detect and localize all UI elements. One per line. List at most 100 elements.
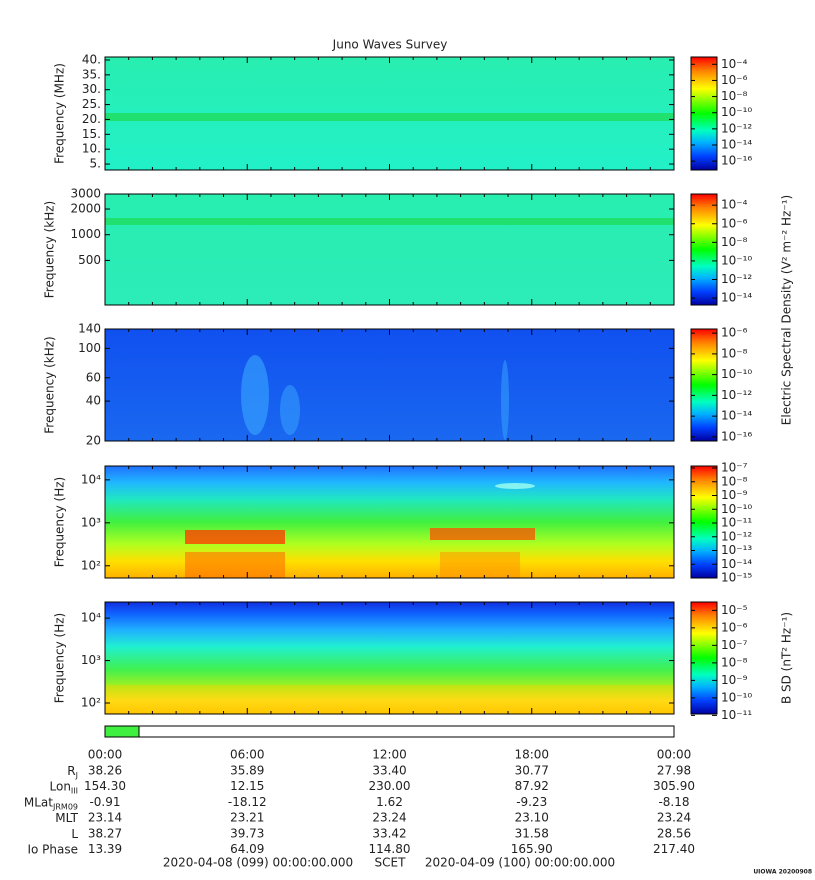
y-axis-label: Frequency (MHz) (53, 63, 67, 164)
colorbar-label: Electric Spectral Density (V² m⁻² Hz⁻¹) (780, 195, 794, 425)
y-tick-label: 140 (78, 322, 101, 336)
colorbar-tick-label: 10⁻⁸ (721, 346, 748, 360)
ephemeris-label-sub: III (71, 786, 78, 795)
ephemeris-label-main: R (67, 764, 75, 778)
y-tick-label: 10⁴ (81, 472, 101, 486)
ephemeris-label: MLT (55, 811, 78, 825)
colorbar-tick-label: 10⁻⁷ (721, 638, 748, 652)
colorbar-tick-label: 10⁻¹² (721, 529, 752, 543)
colorbar-tick-label: 10⁻⁸ (721, 89, 748, 103)
ephemeris-value: 87.92 (515, 779, 549, 793)
spectrogram (105, 329, 674, 441)
ephemeris-value: -8.18 (658, 795, 689, 809)
x-tick-label: 00:00 (657, 748, 692, 762)
colorbar (690, 465, 718, 579)
y-tick-label: 25. (82, 97, 101, 111)
ephemeris-value: 30.77 (515, 764, 549, 778)
credit: UIOWA 20200908 (753, 869, 812, 876)
ephemeris-value: 23.14 (88, 811, 122, 825)
ephemeris-value: 28.56 (657, 826, 691, 840)
ephemeris-value: 13.39 (88, 842, 122, 856)
ephemeris-value: 33.40 (372, 764, 406, 778)
ephemeris-value: 38.27 (88, 826, 122, 840)
x-tick-label: 00:00 (88, 748, 123, 762)
y-tick-label: 10³ (81, 653, 101, 667)
colorbar-tick-label: 10⁻¹¹ (721, 708, 752, 722)
time-bar (104, 725, 675, 738)
colorbar-tick-label: 10⁻¹³ (721, 543, 752, 557)
ephemeris-value: 305.90 (653, 779, 695, 793)
y-axis-label: Frequency (kHz) (43, 201, 57, 298)
ephemeris-label-sub: J (75, 771, 78, 780)
colorbar (690, 328, 718, 442)
y-tick-label: 60 (86, 370, 101, 384)
spectrogram-features (105, 113, 674, 714)
colorbar-tick-label: 10⁻¹⁵ (721, 571, 752, 585)
feature (430, 528, 535, 540)
colorbar-tick-label: 10⁻⁸ (721, 655, 748, 669)
colorbar-tick-label: 10⁻¹⁴ (721, 291, 752, 305)
y-tick-label: 20 (86, 434, 101, 448)
y-tick-label: 15. (82, 127, 101, 141)
ephemeris-label-main: Lon (50, 779, 71, 793)
ephemeris-label: MLatJRM09 (24, 795, 78, 811)
band (105, 113, 674, 121)
band (105, 218, 674, 225)
ephemeris-label: L (71, 826, 78, 840)
feature (241, 355, 269, 435)
x-tick-label: 12:00 (372, 748, 407, 762)
ephemeris-value: 35.89 (230, 764, 264, 778)
y-tick-label: 10² (81, 695, 101, 709)
chart-title: Juno Waves Survey (332, 38, 448, 52)
colorbar-tick-label: 10⁻¹¹ (721, 516, 752, 530)
colorbar-tick-label: 10⁻¹⁰ (721, 690, 752, 704)
colorbar-tick-label: 10⁻⁶ (721, 216, 748, 230)
feature (495, 483, 535, 489)
y-axis-label: Frequency (Hz) (53, 613, 67, 704)
ephemeris-value: 33.42 (372, 826, 406, 840)
y-tick-label: 40 (86, 394, 101, 408)
colorbar-tick-label: 10⁻⁹ (721, 488, 748, 502)
colorbar-tick-label: 10⁻⁴ (721, 198, 748, 212)
x-tick-label: 18:00 (514, 748, 549, 762)
ephemeris-value: 154.30 (84, 779, 126, 793)
ephemeris-value: 23.24 (657, 811, 691, 825)
feature (185, 530, 285, 544)
ephemeris-value: -18.12 (228, 795, 267, 809)
ephemeris-value: -0.91 (89, 795, 120, 809)
feature (501, 360, 509, 440)
ephemeris-value: 23.24 (372, 811, 406, 825)
ephemeris-value: 217.40 (653, 842, 695, 856)
colorbar (690, 193, 718, 306)
y-tick-label: 2000 (70, 202, 101, 216)
ephemeris-value: 12.15 (230, 779, 264, 793)
colorbar-tick-label: 10⁻⁴ (721, 57, 748, 71)
ephemeris-label-main: MLat (24, 795, 53, 809)
spectrogram (105, 602, 674, 714)
colorbar-tick-label: 10⁻⁵ (721, 603, 748, 617)
footer-scet: SCET (375, 856, 407, 870)
y-axis-label: Frequency (Hz) (53, 477, 67, 568)
colorbar-tick-label: 10⁻⁸ (721, 235, 748, 249)
y-tick-label: 35. (82, 67, 101, 81)
ephemeris-value: 39.73 (230, 826, 264, 840)
y-tick-label: 10² (81, 558, 101, 572)
colorbar-tick-label: 10⁻¹⁰ (721, 105, 752, 119)
colorbar-tick-label: 10⁻¹⁰ (721, 253, 752, 267)
ephemeris-value: -9.23 (516, 795, 547, 809)
spectrogram (105, 194, 674, 305)
ephemeris-value: 114.80 (369, 842, 411, 856)
ephemeris-value: 1.62 (376, 795, 403, 809)
y-tick-label: 100 (78, 341, 101, 355)
ephemeris-label-sub: JRM09 (52, 802, 78, 811)
y-axis-label: Frequency (kHz) (43, 336, 57, 433)
colorbar-tick-label: 10⁻⁸ (721, 474, 748, 488)
feature (185, 552, 285, 578)
time-bar-fill (104, 725, 140, 738)
colorbar-tick-label: 10⁻⁹ (721, 673, 748, 687)
ephemeris-value: 31.58 (515, 826, 549, 840)
y-tick-label: 3000 (70, 187, 101, 201)
ephemeris-value: 23.21 (230, 811, 264, 825)
y-tick-label: 500 (78, 253, 101, 267)
